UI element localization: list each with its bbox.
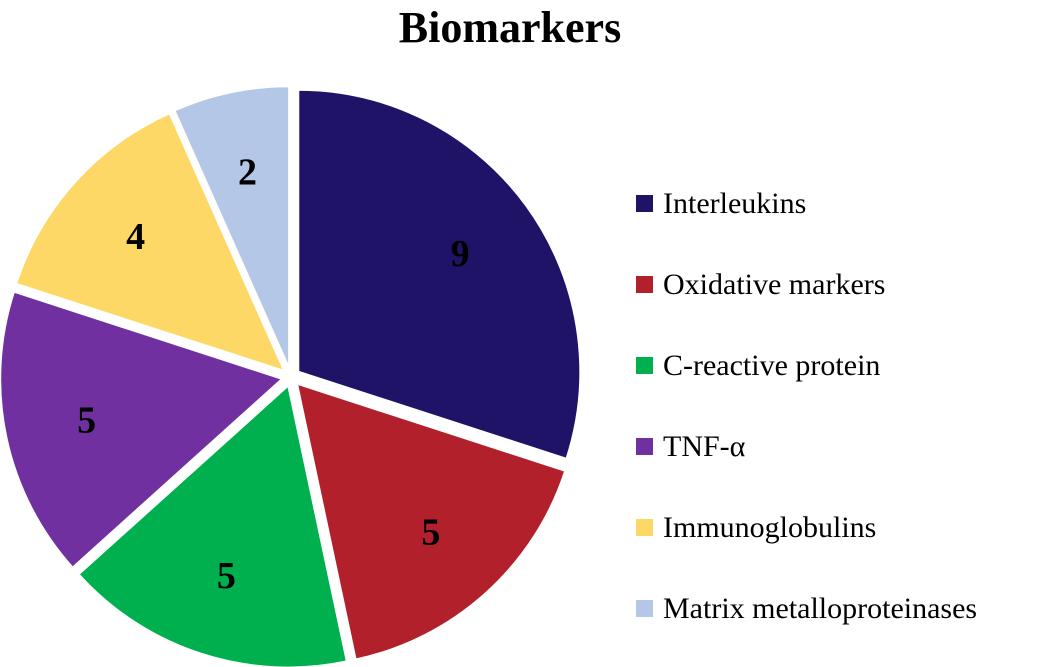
pie-slice-immunoglobulins bbox=[14, 112, 287, 373]
legend-item-c-reactive-protein: C-reactive protein bbox=[636, 325, 1042, 406]
legend-item-oxidative-markers: Oxidative markers bbox=[636, 244, 1042, 325]
legend-label: Immunoglobulins bbox=[663, 510, 877, 544]
data-label-oxidative-markers: 5 bbox=[421, 511, 440, 553]
legend-item-tnf: TNF-α bbox=[636, 406, 1042, 487]
legend-item-immunoglobulins: Immunoglobulins bbox=[636, 487, 1042, 568]
legend-label: Matrix metalloproteinases bbox=[663, 591, 978, 625]
pie-data-labels: 9 5 5 5 4 2 bbox=[77, 152, 470, 597]
legend-swatch bbox=[636, 195, 653, 212]
data-label-c-reactive-protein: 5 bbox=[217, 555, 236, 597]
data-label-immunoglobulins: 4 bbox=[126, 216, 145, 258]
legend-item-matrix-metalloproteinases: Matrix metalloproteinases bbox=[636, 568, 1042, 649]
legend-label: Oxidative markers bbox=[663, 267, 886, 301]
legend-label: TNF-α bbox=[663, 429, 746, 463]
legend-swatch bbox=[636, 357, 653, 374]
pie-slices bbox=[0, 85, 582, 667]
legend: Interleukins Oxidative markers C-reactive … bbox=[636, 163, 1042, 649]
legend-swatch bbox=[636, 600, 653, 617]
chart-title: Biomarkers bbox=[398, 3, 622, 52]
data-label-matrix-metalloproteinases: 2 bbox=[238, 152, 257, 194]
legend-swatch bbox=[636, 519, 653, 536]
legend-label: Interleukins bbox=[663, 186, 807, 220]
legend-swatch bbox=[636, 276, 653, 293]
pie-slice-oxidative-markers bbox=[295, 382, 567, 661]
data-label-tnf: 5 bbox=[77, 399, 96, 441]
pie-slice-interleukins bbox=[297, 88, 582, 461]
legend-item-interleukins: Interleukins bbox=[636, 163, 1042, 244]
data-label-interleukins: 9 bbox=[451, 233, 470, 275]
legend-label: C-reactive protein bbox=[663, 348, 881, 382]
pie-slice-c-reactive-protein bbox=[77, 383, 349, 667]
pie-slice-tnf bbox=[0, 290, 285, 569]
pie-slice-matrix-metalloproteinases bbox=[173, 85, 291, 369]
legend-swatch bbox=[636, 438, 653, 455]
